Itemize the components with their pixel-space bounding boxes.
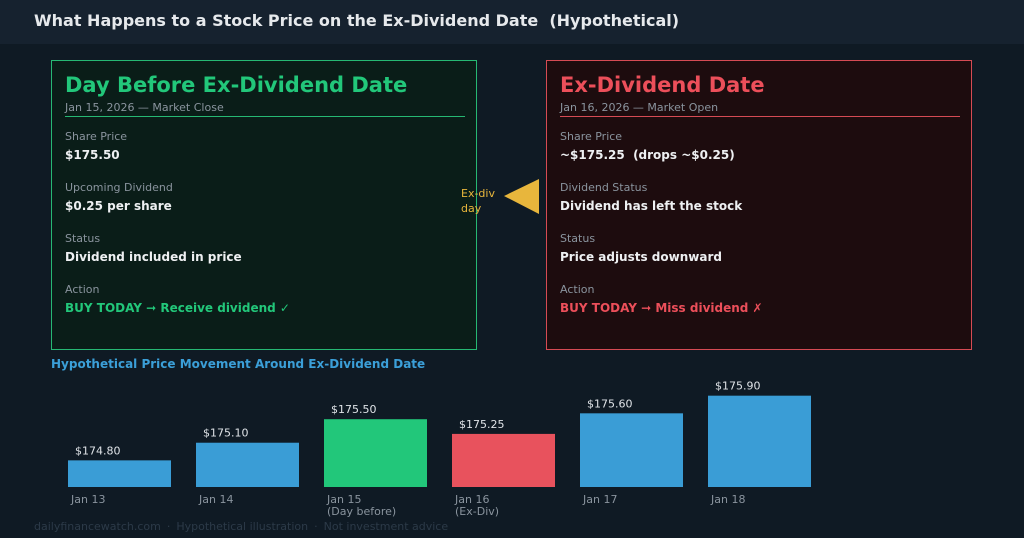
dividend-value: $0.25 per share xyxy=(65,199,172,213)
dividend-label: Upcoming Dividend xyxy=(65,181,173,194)
bar-value-label: $175.10 xyxy=(203,427,249,440)
action-field: Action BUY TODAY ➞ Receive dividend ✓ xyxy=(65,283,290,315)
status-label: Status xyxy=(65,232,101,245)
action-value: BUY TODAY ➞ Receive dividend ✓ xyxy=(65,301,290,315)
x-tick-label: Jan 18 xyxy=(710,493,745,506)
status-value: Price adjusts downward xyxy=(560,250,722,264)
dividend-status-label: Dividend Status xyxy=(560,181,648,194)
x-tick-label: Jan 16 xyxy=(454,493,489,506)
status-value: Dividend included in price xyxy=(65,250,242,264)
ex-dividend-panel: Ex-Dividend Date Jan 16, 2026 — Market O… xyxy=(546,60,972,350)
status-field: Status Price adjusts downward xyxy=(560,232,722,264)
bar-value-label: $175.90 xyxy=(715,380,761,393)
dividend-status-value: Dividend has left the stock xyxy=(560,199,743,213)
header-bar: What Happens to a Stock Price on the Ex-… xyxy=(0,0,1024,44)
footer-separator: · xyxy=(314,520,318,533)
price-bar xyxy=(196,442,299,487)
action-label: Action xyxy=(560,283,595,296)
footer: dailyfinancewatch.com · Hypothetical illus… xyxy=(34,520,448,533)
status-field: Status Dividend included in price xyxy=(65,232,242,264)
x-tick-label: (Day before) xyxy=(327,505,396,518)
price-bar xyxy=(708,395,811,487)
bar-value-label: $175.25 xyxy=(459,418,505,431)
day-before-subtitle: Jan 15, 2026 — Market Close xyxy=(65,101,224,114)
page-title: What Happens to a Stock Price on the Ex-… xyxy=(34,11,680,30)
share-price-value: $175.50 xyxy=(65,148,120,162)
arrow-left-icon xyxy=(504,179,539,214)
day-before-divider xyxy=(65,116,465,117)
share-price-label: Share Price xyxy=(560,130,623,143)
bar-value-label: $175.50 xyxy=(331,403,377,416)
dividend-field: Upcoming Dividend $0.25 per share xyxy=(65,181,173,213)
bar-value-label: $174.80 xyxy=(75,444,121,457)
chart-title: Hypothetical Price Movement Around Ex-Di… xyxy=(51,357,426,371)
price-bar xyxy=(580,413,683,487)
share-price-label: Share Price xyxy=(65,130,128,143)
price-bar xyxy=(452,433,555,487)
dividend-status-field: Dividend Status Dividend has left the st… xyxy=(560,181,742,213)
action-field: Action BUY TODAY ➞ Miss dividend ✗ xyxy=(560,283,763,315)
footer-advice: Not investment advice xyxy=(323,520,449,533)
footer-disclaimer: Hypothetical illustration xyxy=(176,520,309,533)
ex-dividend-title: Ex-Dividend Date xyxy=(560,73,765,97)
share-price-field: Share Price ~$175.25 (drops ~$0.25) xyxy=(560,130,735,162)
ex-dividend-subtitle: Jan 16, 2026 — Market Open xyxy=(560,101,719,114)
action-label: Action xyxy=(65,283,100,296)
day-before-panel: Day Before Ex-Dividend Date Jan 15, 2026… xyxy=(51,60,477,350)
x-tick-label: Jan 14 xyxy=(198,493,233,506)
share-price-value: ~$175.25 (drops ~$0.25) xyxy=(560,148,735,162)
status-label: Status xyxy=(560,232,596,245)
footer-site: dailyfinancewatch.com xyxy=(34,520,161,533)
ex-div-day-label: Ex-div day xyxy=(461,187,495,215)
ex-dividend-divider xyxy=(560,116,960,117)
price-bar xyxy=(68,460,171,487)
day-before-title: Day Before Ex-Dividend Date xyxy=(65,73,408,97)
footer-separator: · xyxy=(166,520,171,533)
x-tick-label: Jan 13 xyxy=(70,493,105,506)
action-value: BUY TODAY ➞ Miss dividend ✗ xyxy=(560,301,763,315)
bar-value-label: $175.60 xyxy=(587,397,633,410)
x-tick-label: Jan 17 xyxy=(582,493,617,506)
x-tick-label: Jan 15 xyxy=(326,493,361,506)
share-price-field: Share Price $175.50 xyxy=(65,130,127,162)
x-tick-label: (Ex-Div) xyxy=(455,505,499,518)
price-bar xyxy=(324,419,427,487)
